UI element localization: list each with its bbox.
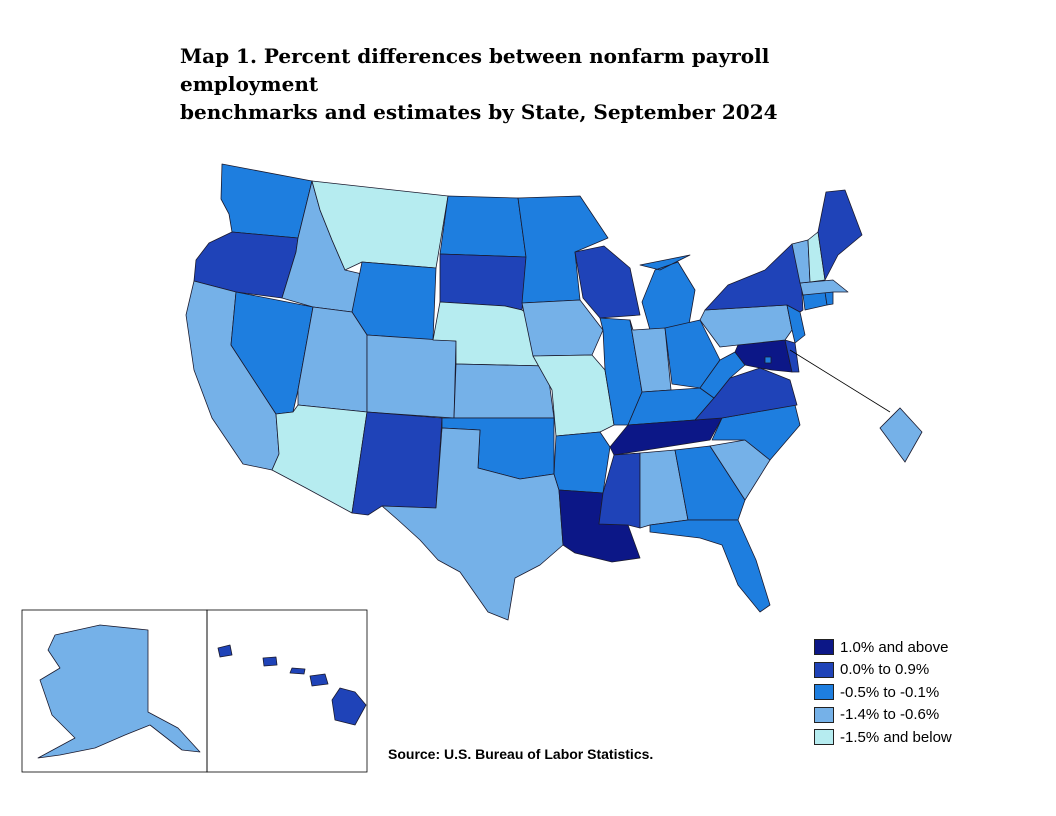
state-ks[interactable] — [453, 363, 555, 419]
state-fl[interactable] — [649, 519, 771, 613]
state-or[interactable] — [193, 231, 299, 299]
state-hi[interactable] — [217, 644, 367, 726]
state-wi[interactable] — [574, 245, 641, 319]
legend-swatch — [814, 639, 834, 656]
state-pa[interactable] — [699, 304, 793, 348]
northeast-leader-line — [789, 349, 891, 413]
state-sd[interactable] — [439, 253, 527, 311]
state-ma[interactable] — [799, 279, 849, 296]
state-mn[interactable] — [517, 195, 609, 304]
state-mi[interactable] — [639, 254, 696, 331]
state-va[interactable] — [694, 367, 798, 421]
state-ma-detail — [879, 407, 923, 463]
state-ga[interactable] — [674, 445, 746, 521]
legend-item: 1.0% and above — [814, 636, 952, 659]
legend-swatch — [814, 661, 834, 678]
legend-item: -0.5% to -0.1% — [814, 681, 952, 704]
hawaii-inset-box — [206, 609, 368, 773]
legend-label: -0.5% to -0.1% — [840, 683, 940, 701]
state-nd[interactable] — [439, 195, 527, 258]
legend-label: -1.5% and below — [840, 728, 952, 746]
legend-label: -1.4% to -0.6% — [840, 706, 940, 724]
legend-item: 0.0% to 0.9% — [814, 659, 952, 682]
state-nm[interactable] — [351, 411, 443, 516]
state-ia[interactable] — [521, 299, 604, 357]
state-ar[interactable] — [553, 431, 611, 494]
state-mo[interactable] — [532, 354, 615, 437]
map-legend: 1.0% and above 0.0% to 0.9% -0.5% to -0.… — [814, 636, 952, 749]
map-title: Map 1. Percent differences between nonfa… — [180, 42, 900, 126]
state-ak[interactable] — [37, 624, 201, 759]
legend-item: -1.5% and below — [814, 726, 952, 749]
state-dc[interactable] — [764, 356, 772, 364]
map-title-line-1: Map 1. Percent differences between nonfa… — [180, 44, 770, 96]
legend-label: 0.0% to 0.9% — [840, 661, 930, 679]
state-tx[interactable] — [381, 427, 564, 621]
state-wa[interactable] — [220, 163, 313, 239]
legend-item: -1.4% to -0.6% — [814, 704, 952, 727]
legend-swatch — [814, 684, 834, 701]
state-az[interactable] — [271, 404, 368, 514]
state-ny[interactable] — [704, 243, 804, 313]
state-me[interactable] — [817, 189, 863, 281]
source-note: Source: U.S. Bureau of Labor Statistics. — [388, 746, 654, 762]
legend-label: 1.0% and above — [840, 638, 949, 656]
state-wy[interactable] — [351, 261, 437, 341]
state-co[interactable] — [366, 334, 457, 419]
legend-swatch — [814, 706, 834, 723]
state-de[interactable] — [784, 339, 800, 373]
map-title-line-2: benchmarks and estimates by State, Septe… — [180, 100, 778, 124]
legend-swatch — [814, 729, 834, 746]
